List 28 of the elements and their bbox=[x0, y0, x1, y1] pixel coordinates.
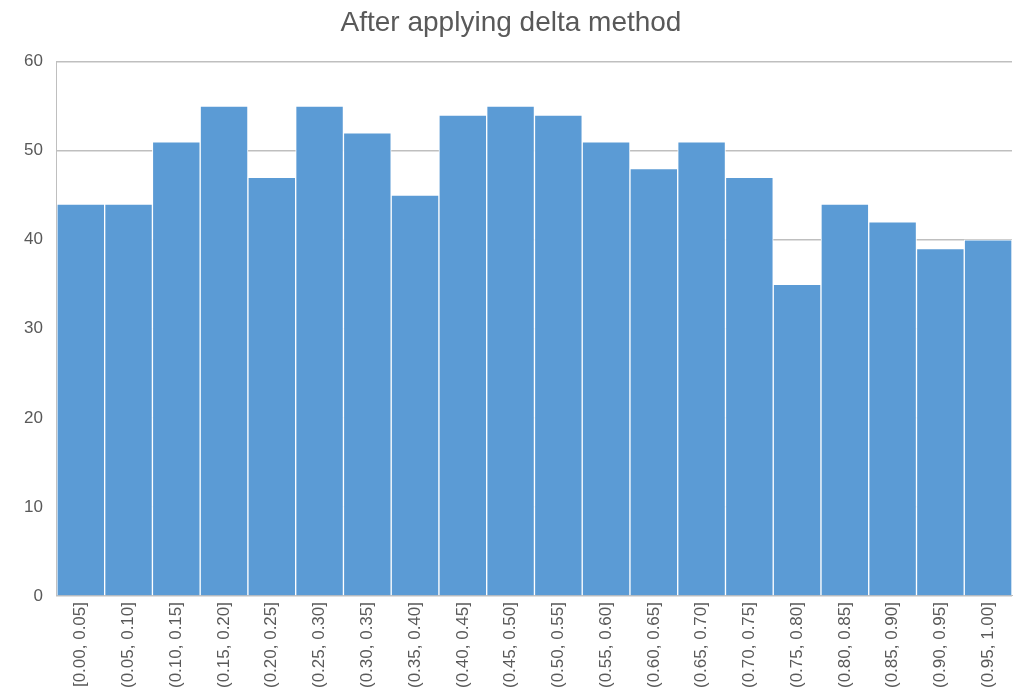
y-tick-label: 10 bbox=[23, 496, 43, 516]
y-tick-label: 50 bbox=[23, 140, 43, 160]
x-tick-label: (0.35, 0.40] bbox=[404, 602, 424, 689]
x-tick-label: (0.65, 0.70] bbox=[691, 602, 711, 689]
x-tick-label: (0.55, 0.60] bbox=[595, 602, 615, 689]
x-tick-label: (0.95, 1.00] bbox=[977, 602, 997, 689]
x-tick-label: (0.70, 0.75] bbox=[739, 602, 759, 689]
y-tick-label: 20 bbox=[23, 407, 43, 427]
y-tick-label: 0 bbox=[33, 585, 43, 605]
x-tick-label: [0.00, 0.05] bbox=[70, 602, 90, 688]
x-tick-label: (0.05, 0.10] bbox=[118, 602, 138, 689]
x-tick-label: (0.45, 0.50] bbox=[500, 602, 520, 689]
y-tick-label: 60 bbox=[23, 51, 43, 71]
chart-title: After applying delta method bbox=[340, 5, 682, 37]
x-tick-label: (0.10, 0.15] bbox=[165, 602, 185, 689]
x-tick-label: (0.15, 0.20] bbox=[213, 602, 233, 689]
x-tick-label: (0.75, 0.80] bbox=[786, 602, 806, 689]
x-tick-label: (0.90, 0.95] bbox=[930, 602, 950, 689]
x-tick-label: (0.30, 0.35] bbox=[357, 602, 376, 689]
x-tick-label: (0.50, 0.55] bbox=[548, 602, 568, 689]
y-tick-label: 30 bbox=[23, 318, 43, 338]
x-tick-label: (0.80, 0.85] bbox=[834, 602, 854, 689]
x-tick-label: (0.40, 0.45] bbox=[452, 602, 472, 689]
x-tick-label: (0.20, 0.25] bbox=[261, 602, 281, 689]
x-tick-label: (0.25, 0.30] bbox=[309, 602, 329, 689]
x-tick-label: (0.60, 0.65] bbox=[643, 602, 663, 689]
x-tick-label: (0.85, 0.90] bbox=[882, 602, 902, 689]
y-tick-label: 40 bbox=[23, 229, 43, 249]
